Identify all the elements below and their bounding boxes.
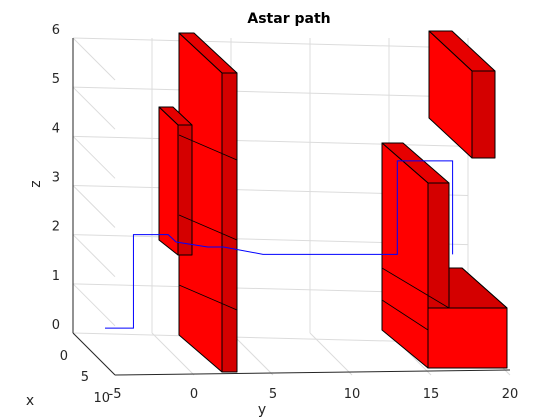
obstacle-pillar-b-front <box>158 106 179 256</box>
grid-line-z-back <box>72 135 469 147</box>
obstacle-floating-side <box>471 70 496 159</box>
y-axis-line <box>114 369 511 376</box>
y-tick-label: 15 <box>423 387 440 402</box>
z-tick-label: 0 <box>52 318 60 333</box>
grid-line-z-left <box>72 185 116 228</box>
y-tick-label: 5 <box>269 387 277 402</box>
x-tick-label: 0 <box>60 349 68 364</box>
obstacle-pillar-c-front <box>381 142 429 369</box>
obstacle-base-front <box>427 307 508 369</box>
grid-line-z-left <box>72 234 116 278</box>
grid-line-y-floor <box>309 332 353 376</box>
obstacle-edge <box>381 299 429 331</box>
z-tick-label: 3 <box>52 171 60 186</box>
grid-line-z-left <box>72 86 116 130</box>
z-tick-label: 2 <box>52 220 60 235</box>
obstacle-pillar-b-side <box>177 124 193 256</box>
y-tick-label: 10 <box>344 387 361 402</box>
z-axis-label: z <box>28 180 44 187</box>
x-axis-label: x <box>26 393 34 409</box>
grid-line-z-left <box>72 283 116 327</box>
grid-line-z-back <box>72 37 469 49</box>
z-tick-label: 5 <box>52 72 60 87</box>
y-tick-label: -5 <box>109 387 122 402</box>
z-tick-label: 1 <box>52 269 60 284</box>
x-tick-label: 5 <box>81 370 89 385</box>
grid-line-y-floor <box>230 332 274 376</box>
y-tick-label: 0 <box>190 387 198 402</box>
grid-line-z-left <box>72 135 116 179</box>
z-tick-label: 4 <box>52 121 60 136</box>
obstacle-edge <box>178 214 238 241</box>
x-axis-line <box>72 332 116 376</box>
grid-line-z-left <box>72 37 116 81</box>
obstacle-edge <box>381 267 450 309</box>
chart-title: Astar path <box>247 11 330 27</box>
x-tick-label: 10 <box>93 391 110 406</box>
obstacle-floating-front <box>428 30 473 159</box>
axes <box>72 38 511 376</box>
grid-line-y-floor <box>151 332 195 376</box>
obstacle-edge <box>178 284 238 311</box>
obstacle-edge <box>178 134 238 161</box>
obstacle-pillar-a-side <box>221 72 238 373</box>
y-axis-label: y <box>258 402 266 418</box>
y-tick-label: 20 <box>502 387 519 402</box>
obstacles <box>158 30 508 373</box>
grid-line-z-back <box>72 86 469 98</box>
z-tick-label: 6 <box>52 23 60 38</box>
astar-path-line <box>105 160 454 329</box>
obstacle-base-side <box>448 267 508 309</box>
